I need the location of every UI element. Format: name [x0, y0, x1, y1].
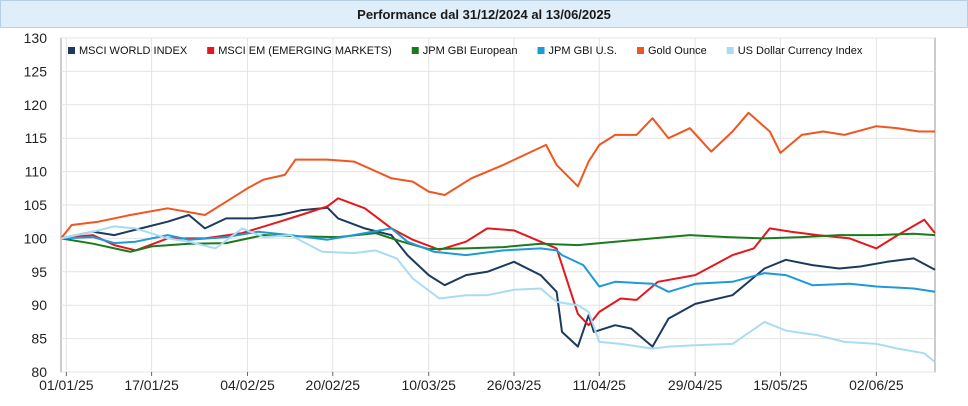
y-tick-label: 110: [25, 164, 48, 180]
legend-swatch-msci-em-emerging-markets: [207, 47, 215, 54]
series-line-msci-world-index: [60, 206, 936, 348]
y-tick-label: 90: [31, 297, 47, 313]
y-tick-label: 120: [24, 97, 48, 113]
y-tick-label: 105: [24, 197, 48, 213]
x-tick-label: 02/06/25: [849, 377, 904, 393]
series-line-jpm-gbi-u-s: [60, 227, 936, 293]
x-tick-label: 04/02/25: [220, 377, 275, 393]
x-tick-label: 15/05/25: [753, 377, 808, 393]
series-lines: [60, 111, 936, 363]
legend-swatch-us-dollar-currency-index: [726, 47, 734, 54]
y-tick-label: 80: [31, 364, 47, 380]
x-tick-label: 11/04/25: [573, 377, 627, 393]
legend-label-gold-ounce: Gold Ounce: [648, 45, 707, 57]
y-tick-label: 100: [24, 230, 48, 246]
y-tick-label: 115: [25, 130, 48, 146]
legend: MSCI WORLD INDEX MSCI EM (EMERGING MARKET…: [68, 45, 863, 57]
legend-label-jpm-gbi-european: JPM GBI European: [423, 45, 518, 57]
legend-label-us-dollar-currency-index: US Dollar Currency Index: [738, 45, 863, 57]
x-tick-label: 17/01/25: [124, 377, 179, 393]
y-tick-label: 85: [31, 331, 47, 347]
y-tick-label: 130: [24, 30, 48, 46]
y-axis-ticks: 80 85 90 95 100 105 110 115 120 125 130: [24, 30, 48, 380]
x-tick-label: 01/01/25: [39, 377, 94, 393]
series-line-msci-em-emerging-markets: [60, 197, 936, 327]
legend-label-jpm-gbi-u-s: JPM GBI U.S.: [549, 45, 617, 57]
chart-title: Performance dal 31/12/2024 al 13/06/2025: [0, 0, 968, 28]
x-tick-label: 26/03/25: [487, 377, 542, 393]
legend-swatch-msci-world-index: [68, 47, 75, 54]
series-line-gold-ounce: [60, 111, 935, 240]
x-axis-ticks: 01/01/25 17/01/25 04/02/25 20/02/25 10/03/25…: [39, 372, 904, 393]
legend-label-msci-world-index: MSCI WORLD INDEX: [79, 45, 188, 57]
performance-line-chart: 80 85 90 95 100 105 110 115 120 125 130 01/01/25 17…: [24, 30, 936, 393]
legend-swatch-jpm-gbi-european: [411, 47, 419, 54]
x-tick-label: 10/03/25: [401, 377, 456, 393]
legend-swatch-gold-ounce: [637, 47, 644, 54]
legend-label-msci-em-emerging-markets: MSCI EM (EMERGING MARKETS): [218, 45, 392, 57]
legend-swatch-jpm-gbi-u-s: [537, 47, 545, 54]
gridlines: [61, 37, 935, 373]
x-tick-label: 20/02/25: [306, 377, 361, 393]
y-tick-label: 125: [24, 63, 48, 79]
y-tick-label: 95: [31, 264, 47, 280]
x-tick-label: 29/04/25: [668, 377, 723, 393]
series-line-us-dollar-currency-index: [60, 225, 936, 363]
